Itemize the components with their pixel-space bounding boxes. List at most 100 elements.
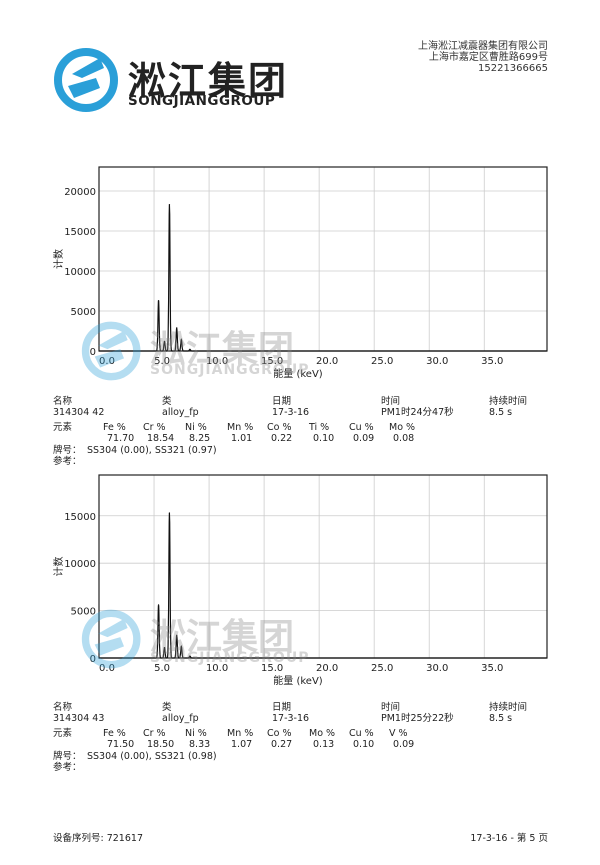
element-label: Ni % (185, 728, 207, 739)
element-label: Cr % (143, 728, 166, 739)
element-label: V % (389, 728, 408, 739)
spectrum-peak (176, 634, 178, 636)
grade-label: 牌号： (53, 751, 82, 762)
y-axis-label: 计数 (52, 249, 65, 269)
y-tick-label: 0 (90, 654, 96, 665)
element-value: 8.33 (189, 739, 211, 750)
x-tick-label: 30.0 (426, 356, 448, 367)
element-value: 1.07 (231, 739, 253, 750)
x-tick-label: 30.0 (426, 663, 448, 674)
company-name: 上海淞江减震器集团有限公司 (418, 41, 548, 52)
element-value: 0.09 (393, 739, 415, 750)
spectrum-peak (163, 340, 166, 342)
spectrum-peak (189, 348, 191, 350)
page-number: 17-3-16 - 第 5 页 (470, 833, 548, 844)
element-label: Cu % (349, 422, 374, 433)
grade-value: SS304 (0.00), SS321 (0.98) (87, 751, 217, 762)
class-value: alloy_fp (162, 713, 199, 724)
element-label: Co % (267, 728, 292, 739)
reference-label: 参考： (53, 762, 82, 773)
element-label: Fe % (103, 422, 126, 433)
spectrum-peak (176, 327, 178, 329)
name-label: 名称 (53, 702, 73, 713)
element-value: 18.54 (147, 433, 175, 444)
duration-label: 持续时间 (489, 702, 528, 713)
element-value: 18.50 (147, 739, 175, 750)
x-tick-label: 10.0 (206, 356, 228, 367)
spectrum-line (99, 204, 547, 352)
element-value: 0.10 (353, 739, 375, 750)
class-label: 类 (162, 396, 172, 407)
element-label: Cr % (143, 422, 166, 433)
spectrum-peak (163, 646, 166, 649)
y-tick-label: 15000 (64, 227, 96, 238)
element-value: 71.50 (107, 739, 135, 750)
spectrum-line (99, 512, 547, 659)
name-value: 314304 42 (53, 407, 105, 418)
reference-label: 参考： (53, 456, 82, 467)
spectrum-peak (180, 339, 182, 341)
element-value: 71.70 (107, 433, 135, 444)
element-value: 0.27 (271, 739, 293, 750)
company-phone: 15221366665 (478, 63, 548, 74)
grade-value: SS304 (0.00), SS321 (0.97) (87, 445, 217, 456)
x-tick-label: 20.0 (316, 356, 338, 367)
element-label: Cu % (349, 728, 374, 739)
element-value: 0.08 (393, 433, 415, 444)
duration-value: 8.5 s (489, 407, 513, 418)
date-label: 日期 (272, 396, 292, 407)
date-value: 17-3-16 (272, 407, 310, 418)
y-tick-label: 0 (90, 347, 96, 358)
y-tick-label: 5000 (71, 307, 96, 318)
x-tick-label: 35.0 (481, 663, 503, 674)
time-value: PM1时25分22秒 (381, 713, 454, 724)
watermark-logo-icon (81, 609, 141, 669)
logo-text-cn: 淞江集团 (128, 59, 289, 103)
element-label: Ni % (185, 422, 207, 433)
grade-label: 牌号： (53, 445, 82, 456)
element-value: 0.22 (271, 433, 293, 444)
element-value: 0.10 (313, 433, 335, 444)
company-logo-icon (54, 48, 118, 112)
element-value: 1.01 (231, 433, 253, 444)
elements-label: 元素 (53, 422, 73, 433)
element-label: Mn % (227, 728, 254, 739)
element-label: Mo % (389, 422, 416, 433)
element-label: Co % (267, 422, 292, 433)
y-tick-label: 20000 (64, 187, 96, 198)
x-tick-label: 0.0 (99, 356, 115, 367)
y-axis-label: 计数 (52, 557, 65, 577)
company-address: 上海市嘉定区曹胜路699号 (428, 52, 548, 63)
element-value: 8.25 (189, 433, 211, 444)
watermark: 淞江集团 SONGJIANGGROUP (80, 318, 308, 388)
element-label: Ti % (309, 422, 330, 433)
spectrum-peak (189, 655, 191, 657)
element-value: 0.09 (353, 433, 375, 444)
x-tick-label: 25.0 (371, 356, 393, 367)
spectrum-chart-1: 0.0 5.0 10.0 15.0 20.0 25.0 30.0 35.0 0 5000 10000… (52, 166, 548, 380)
class-value: alloy_fp (162, 407, 199, 418)
duration-value: 8.5 s (489, 713, 513, 724)
x-tick-label: 15.0 (261, 356, 283, 367)
x-tick-label: 5.0 (154, 356, 170, 367)
x-tick-label: 5.0 (154, 663, 170, 674)
watermark-logo-icon (81, 321, 141, 381)
elements-label: 元素 (53, 728, 73, 739)
spectrum-chart-2: 0.0 5.0 10.0 15.0 20.0 25.0 30.0 35.0 0 5000 10000… (52, 474, 548, 687)
duration-label: 持续时间 (489, 396, 528, 407)
date-label: 日期 (272, 702, 292, 713)
time-label: 时间 (381, 702, 401, 713)
x-tick-label: 20.0 (316, 663, 338, 674)
y-tick-label: 5000 (71, 607, 96, 618)
x-axis-label: 能量 (keV) (273, 367, 323, 380)
x-tick-label: 15.0 (261, 663, 283, 674)
spectrum-peak (180, 646, 182, 648)
y-tick-label: 10000 (64, 267, 96, 278)
name-value: 314304 43 (53, 713, 105, 724)
name-label: 名称 (53, 396, 73, 407)
y-tick-label: 15000 (64, 512, 96, 523)
element-label: Mn % (227, 422, 254, 433)
date-value: 17-3-16 (272, 713, 310, 724)
class-label: 类 (162, 702, 172, 713)
device-serial: 设备序列号: 721617 (53, 833, 143, 844)
